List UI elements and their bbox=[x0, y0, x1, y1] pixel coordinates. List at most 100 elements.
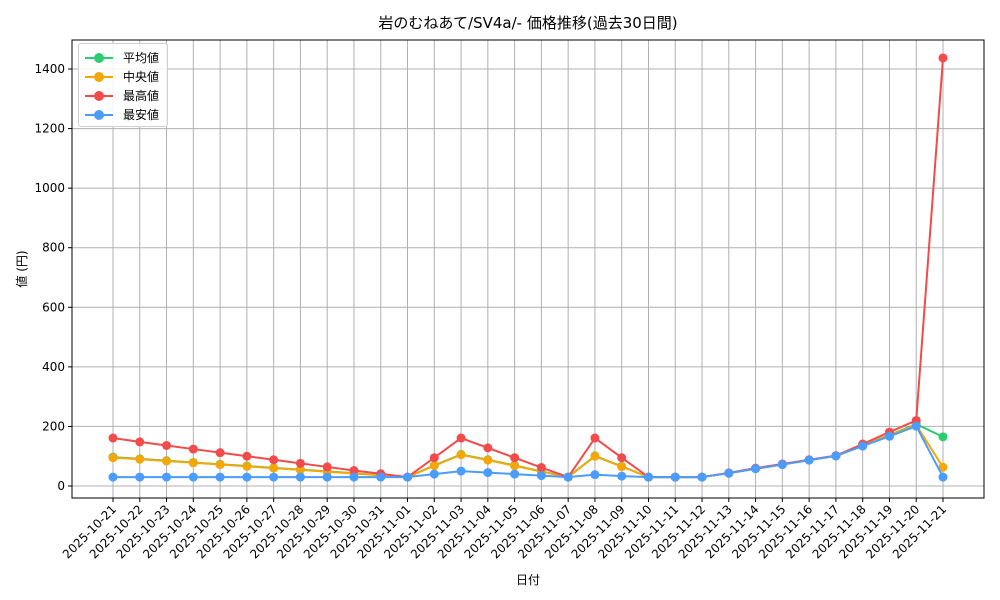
data-point bbox=[643, 472, 653, 482]
data-point bbox=[215, 448, 225, 458]
data-point bbox=[670, 472, 680, 482]
data-point bbox=[563, 472, 573, 482]
data-point bbox=[858, 441, 868, 451]
legend-label: 平均値 bbox=[123, 51, 160, 65]
data-point bbox=[483, 443, 493, 453]
data-point bbox=[162, 472, 172, 482]
data-point bbox=[911, 421, 921, 431]
data-point bbox=[777, 460, 787, 470]
y-tick-label: 200 bbox=[42, 419, 65, 433]
data-point bbox=[429, 461, 439, 471]
data-point bbox=[376, 472, 386, 482]
series-平均値 bbox=[108, 419, 948, 482]
legend-item-median: 中央値 bbox=[85, 67, 161, 86]
data-point bbox=[697, 472, 707, 482]
data-point bbox=[269, 463, 279, 473]
data-point bbox=[884, 431, 894, 441]
legend-marker-icon bbox=[85, 71, 113, 83]
x-axis-ticks: 2025-10-212025-10-222025-10-232025-10-24… bbox=[60, 498, 949, 561]
data-point bbox=[269, 472, 279, 482]
chart-title: 岩のむねあて/SV4a/- 価格推移(過去30日間) bbox=[378, 14, 678, 32]
data-point bbox=[938, 472, 948, 482]
data-point bbox=[242, 472, 252, 482]
data-point bbox=[536, 463, 546, 473]
legend-label: 最安値 bbox=[123, 108, 160, 122]
data-point bbox=[108, 453, 118, 463]
data-point bbox=[188, 472, 198, 482]
data-point bbox=[215, 472, 225, 482]
data-point bbox=[724, 468, 734, 478]
data-point bbox=[162, 456, 172, 466]
y-tick-label: 0 bbox=[57, 479, 65, 493]
data-point bbox=[456, 466, 466, 476]
data-point bbox=[938, 462, 948, 472]
data-point bbox=[804, 455, 814, 465]
legend-marker-icon bbox=[85, 52, 113, 64]
data-point bbox=[349, 472, 359, 482]
data-point bbox=[135, 437, 145, 447]
grid-lines bbox=[72, 40, 984, 498]
data-point bbox=[403, 472, 413, 482]
legend-label: 中央値 bbox=[123, 70, 160, 84]
data-point bbox=[322, 462, 332, 472]
data-point bbox=[108, 433, 118, 443]
data-point bbox=[108, 472, 118, 482]
data-point bbox=[590, 470, 600, 480]
y-tick-label: 1000 bbox=[34, 181, 65, 195]
legend-item-mean: 平均値 bbox=[85, 48, 161, 67]
y-axis-ticks: 0 200 400 600 800 1000 1200 1400 bbox=[34, 62, 72, 493]
data-point bbox=[135, 472, 145, 482]
legend-marker-icon bbox=[85, 109, 113, 121]
data-point bbox=[295, 465, 305, 475]
data-point bbox=[456, 433, 466, 443]
legend-item-min: 最安値 bbox=[85, 105, 161, 124]
data-point bbox=[295, 458, 305, 468]
data-point bbox=[590, 451, 600, 461]
x-axis-label: 日付 bbox=[516, 573, 540, 587]
data-point bbox=[510, 453, 520, 463]
legend-label: 最高値 bbox=[123, 89, 160, 103]
data-point bbox=[831, 451, 841, 461]
data-point bbox=[188, 458, 198, 468]
data-point bbox=[295, 472, 305, 482]
y-tick-label: 400 bbox=[42, 360, 65, 374]
data-point bbox=[269, 455, 279, 465]
data-point bbox=[162, 440, 172, 450]
data-point bbox=[242, 451, 252, 461]
data-point bbox=[483, 468, 493, 478]
data-point bbox=[349, 466, 359, 476]
data-point bbox=[429, 469, 439, 479]
data-point bbox=[590, 433, 600, 443]
data-point bbox=[938, 53, 948, 63]
legend-item-max: 最高値 bbox=[85, 86, 161, 105]
series-最安値 bbox=[108, 421, 948, 482]
data-point bbox=[188, 444, 198, 454]
data-point bbox=[938, 432, 948, 442]
data-point bbox=[536, 471, 546, 481]
legend: 平均値 中央値 最高値 最安値 bbox=[78, 43, 168, 127]
series-最高値 bbox=[108, 53, 948, 482]
data-point bbox=[617, 453, 627, 463]
y-tick-label: 600 bbox=[42, 300, 65, 314]
y-axis-label: 値 (円) bbox=[14, 250, 29, 287]
data-point bbox=[510, 461, 520, 471]
data-point bbox=[483, 455, 493, 465]
data-point bbox=[510, 469, 520, 479]
data-point bbox=[242, 461, 252, 471]
y-tick-label: 1400 bbox=[34, 62, 65, 76]
data-point bbox=[456, 450, 466, 460]
data-point bbox=[429, 453, 439, 463]
data-point bbox=[617, 462, 627, 472]
y-tick-label: 1200 bbox=[34, 122, 65, 136]
series-中央値 bbox=[108, 420, 948, 482]
y-tick-label: 800 bbox=[42, 241, 65, 255]
data-point bbox=[751, 464, 761, 474]
legend-marker-icon bbox=[85, 90, 113, 102]
data-point bbox=[215, 460, 225, 470]
data-point bbox=[135, 454, 145, 464]
data-point bbox=[617, 471, 627, 481]
plot-frame bbox=[71, 39, 985, 499]
series-lines bbox=[108, 53, 948, 482]
data-point bbox=[322, 472, 332, 482]
